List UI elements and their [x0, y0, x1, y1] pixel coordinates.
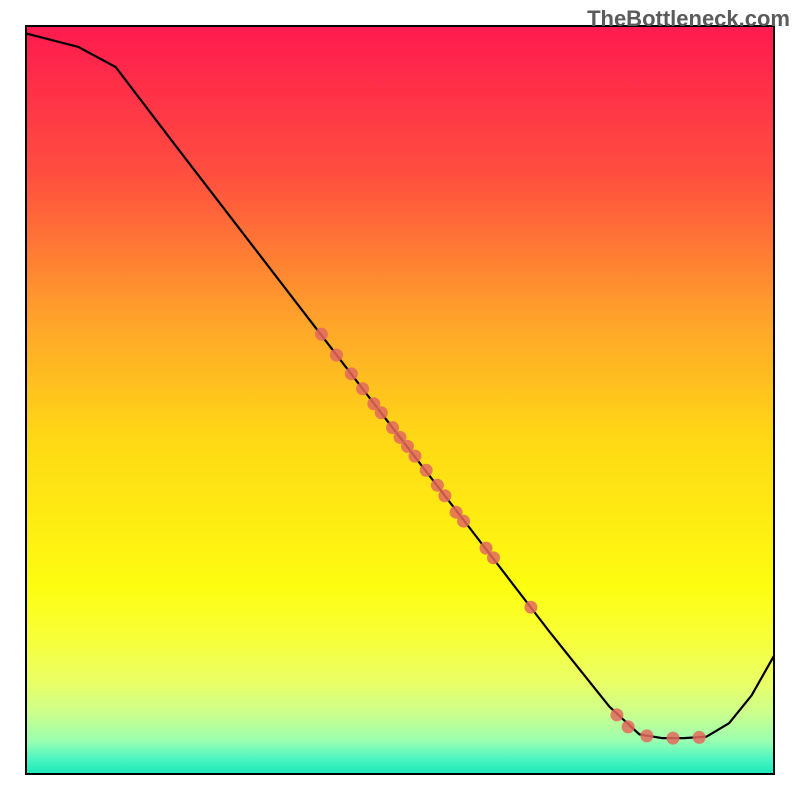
- plot-area: [26, 26, 774, 774]
- marker-point: [420, 464, 433, 477]
- marker-point: [610, 708, 623, 721]
- marker-point: [487, 551, 500, 564]
- marker-point: [431, 479, 444, 492]
- marker-point: [315, 328, 328, 341]
- marker-point: [345, 367, 358, 380]
- marker-point: [622, 720, 635, 733]
- marker-point: [524, 601, 537, 614]
- marker-point: [457, 515, 470, 528]
- marker-point: [408, 450, 421, 463]
- marker-point: [330, 349, 343, 362]
- marker-point: [640, 729, 653, 742]
- plot-background: [26, 26, 774, 774]
- bottleneck-chart-svg: [0, 0, 800, 800]
- marker-point: [438, 489, 451, 502]
- marker-point: [375, 406, 388, 419]
- marker-point: [356, 382, 369, 395]
- marker-point: [667, 732, 680, 745]
- marker-point: [693, 731, 706, 744]
